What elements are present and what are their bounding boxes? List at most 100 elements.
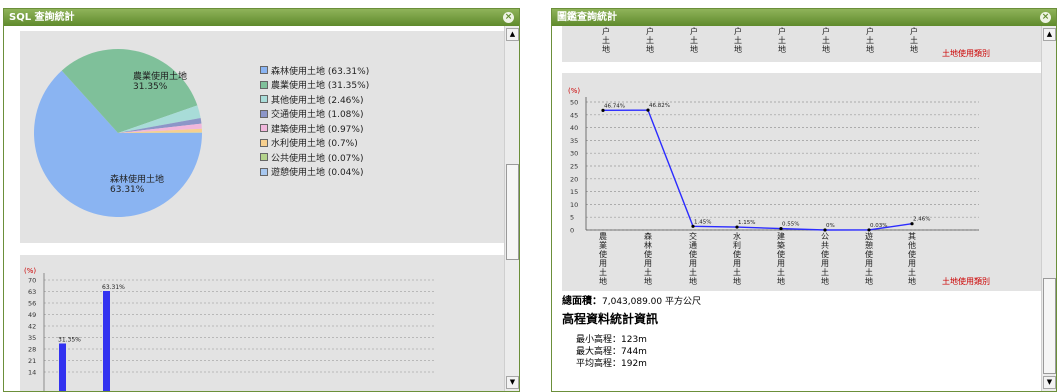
x-tick-label-char: 其: [908, 232, 916, 241]
legend-swatch: [260, 153, 268, 162]
pie-slice: [118, 123, 202, 133]
window-title-bar: SQL 查詢統計 ×: [4, 9, 519, 26]
x-axis-caption: 土地使用類別: [942, 276, 990, 286]
pie-label-agri-pct: 31.35%: [133, 82, 168, 92]
x-tick-label-char: 地: [644, 276, 652, 286]
close-icon[interactable]: ×: [1040, 12, 1051, 23]
y-tick-label: 45: [570, 111, 578, 119]
data-point-label: 1.45%: [694, 219, 711, 225]
elevation-min: 最小高程：123m: [576, 335, 647, 345]
x-tick-label-char: 築: [777, 240, 785, 250]
legend-item: 水利使用土地 (0.7%): [260, 136, 369, 151]
category-fragment-char: 地: [822, 44, 830, 54]
scroll-down-button[interactable]: ▼: [1043, 376, 1056, 389]
data-point-label: 0%: [826, 223, 835, 229]
y-tick-label: 42: [28, 323, 36, 331]
category-fragment-char: 地: [778, 44, 786, 54]
scroll-down-button[interactable]: ▼: [506, 376, 519, 389]
x-tick-label-char: 共: [821, 241, 829, 250]
x-tick-label-char: 土: [777, 267, 785, 277]
pie-label-forest-pct: 63.31%: [110, 185, 145, 195]
x-tick-label-char: 地: [733, 276, 741, 286]
elevation-max: 最大高程：744m: [576, 347, 647, 357]
y-tick-label: 56: [28, 300, 36, 308]
legend-label: 水利使用土地 (0.7%): [271, 139, 358, 150]
category-fragment-char: 地: [866, 44, 874, 54]
x-tick-label-char: 使: [644, 249, 652, 259]
x-tick-label-char: 使: [865, 249, 873, 259]
total-area-value: 7,043,089.00 平方公尺: [602, 297, 701, 307]
bar-value-label: 31.35%: [58, 336, 81, 343]
x-tick-label-char: 森: [644, 231, 652, 241]
legend-item: 交通使用土地 (1.08%): [260, 107, 369, 122]
series-line: [602, 109, 913, 231]
x-tick-label-char: 土: [599, 267, 607, 277]
pie-legend: 森林使用土地 (63.31%) 農業使用土地 (31.35%) 其他使用土地 (2.…: [260, 63, 369, 179]
y-tick-label: 35: [570, 137, 578, 145]
vertical-scrollbar[interactable]: ▲ ▼: [1041, 26, 1056, 391]
category-fragment-char: 地: [690, 44, 698, 54]
close-icon[interactable]: ×: [503, 12, 514, 23]
elevation-title: 高程資料統計資訊: [562, 312, 659, 326]
x-tick-label-char: 他: [908, 240, 916, 250]
x-tick-label-char: 土: [865, 267, 873, 277]
legend-swatch: [260, 124, 268, 133]
x-tick-label-char: 農: [599, 231, 607, 241]
scroll-thumb[interactable]: [1043, 278, 1056, 374]
pie-slice: [118, 128, 202, 133]
category-fragment-char: 户: [910, 26, 918, 36]
x-tick-label-char: 土: [908, 267, 916, 277]
y-tick-label: 30: [570, 150, 578, 158]
data-point: [823, 228, 827, 232]
elevation-avg: 平均高程：192m: [576, 359, 647, 369]
data-point-label: 2.46%: [913, 217, 930, 223]
data-point: [867, 228, 871, 232]
bar: [103, 290, 110, 391]
x-tick-label-char: 水: [733, 231, 741, 241]
legend-item: 遊憩使用土地 (0.04%): [260, 165, 369, 180]
legend-swatch: [260, 80, 268, 89]
category-fragment-char: 户: [690, 26, 698, 36]
x-tick-label-char: 用: [908, 259, 916, 268]
x-tick-label-char: 地: [777, 276, 785, 286]
x-tick-label-char: 公: [821, 232, 829, 241]
x-tick-label-char: 地: [689, 276, 697, 286]
data-point-label: 0.03%: [870, 223, 887, 229]
scroll-up-button[interactable]: ▲: [1043, 28, 1056, 41]
scroll-thumb[interactable]: [506, 164, 519, 260]
legend-swatch: [260, 167, 268, 176]
legend-item: 森林使用土地 (63.31%): [260, 63, 369, 78]
scroll-up-button[interactable]: ▲: [506, 28, 519, 41]
category-fragment-char: 户: [602, 26, 610, 36]
data-point: [646, 108, 650, 112]
x-tick-label-char: 用: [599, 259, 607, 268]
vertical-scrollbar[interactable]: ▲ ▼: [504, 26, 519, 391]
category-fragment-char: 户: [734, 26, 742, 36]
category-fragment-char: 土: [866, 35, 874, 45]
bar: [59, 343, 66, 391]
y-tick-label: 20: [570, 175, 578, 183]
x-tick-label-char: 交: [689, 231, 697, 241]
y-tick-label: 40: [570, 124, 578, 132]
pie-label-forest: 森林使用土地 63.31%: [110, 172, 164, 195]
x-tick-label-char: 土: [733, 267, 741, 277]
data-point: [601, 108, 605, 112]
window-title-bar: 圖鑑查詢統計 ×: [552, 9, 1056, 26]
legend-swatch: [260, 66, 268, 75]
category-fragment-char: 地: [734, 44, 742, 54]
x-tick-label-char: 使: [733, 249, 741, 259]
y-tick-label: 5: [570, 214, 574, 222]
legend-swatch: [260, 138, 268, 147]
x-tick-label-char: 地: [599, 276, 607, 286]
category-fragment-char: 地: [910, 44, 918, 54]
x-tick-label-char: 用: [777, 259, 785, 268]
legend-item: 建築使用土地 (0.97%): [260, 121, 369, 136]
y-tick-label: 0: [570, 227, 574, 235]
x-tick-label-char: 地: [865, 276, 873, 286]
pie-label-agri: 農業使用土地 31.35%: [133, 69, 187, 92]
category-fragment-char: 土: [822, 35, 830, 45]
data-point-label: 1.15%: [738, 220, 755, 226]
total-area: 總面積：7,043,089.00 平方公尺: [562, 292, 701, 307]
y-tick-label: 21: [28, 357, 36, 365]
